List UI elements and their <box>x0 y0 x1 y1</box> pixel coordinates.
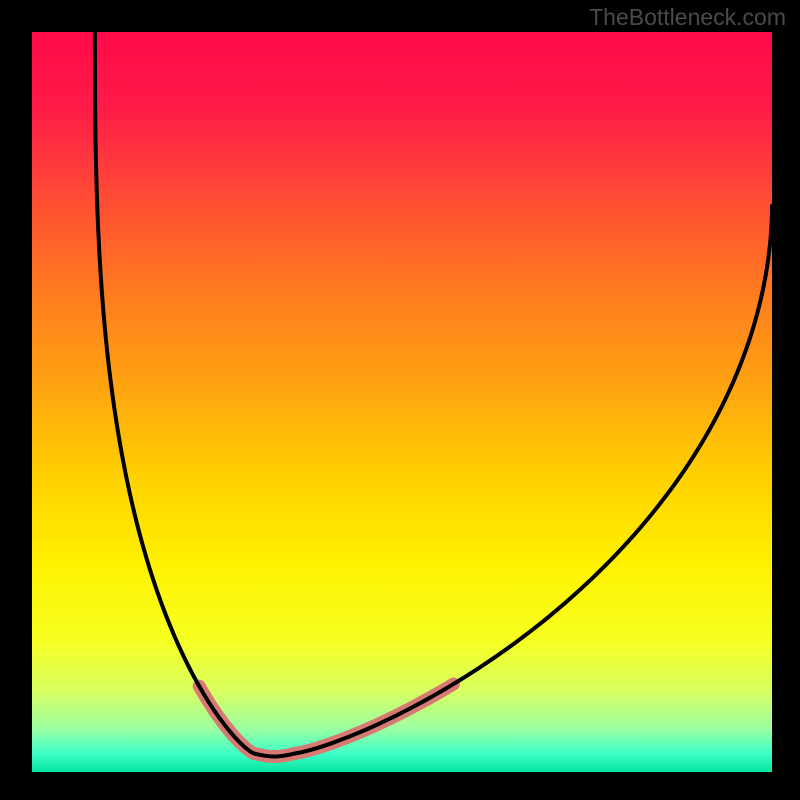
plot-frame <box>32 32 772 772</box>
bottleneck-curve-svg <box>32 32 772 772</box>
chart-stage: TheBottleneck.com <box>0 0 800 800</box>
watermark-text: TheBottleneck.com <box>589 4 786 31</box>
curve-main-line <box>95 32 772 756</box>
